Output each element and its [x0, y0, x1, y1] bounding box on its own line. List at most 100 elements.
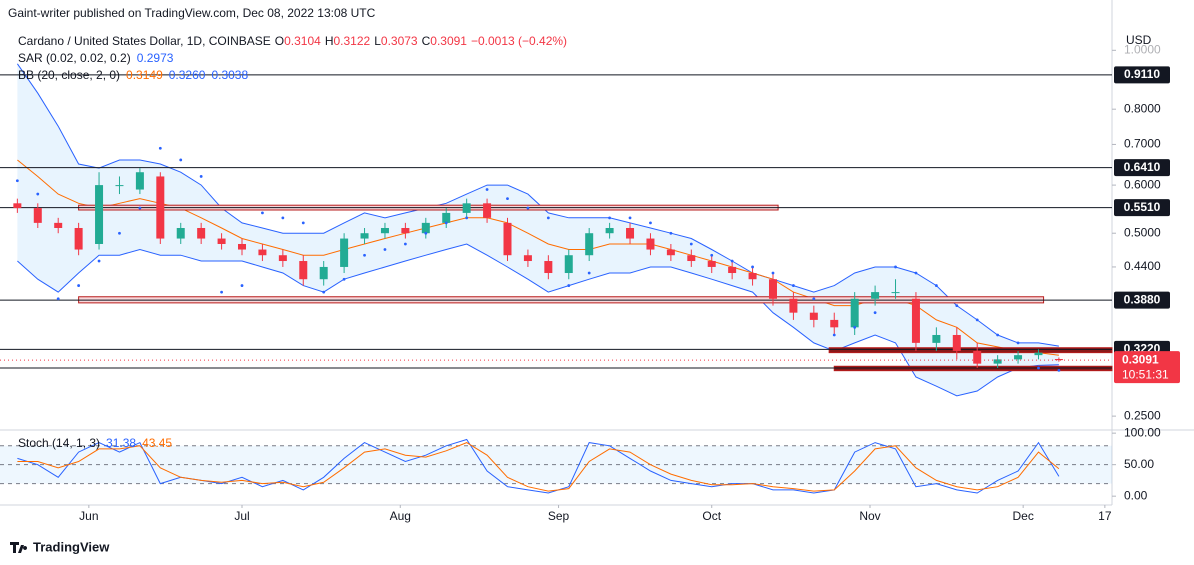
sar-dot [751, 265, 754, 269]
candle-body [871, 292, 880, 299]
bb-legend: BB (20, close, 2, 0) 0.3149 0.3260 0.3038 [18, 68, 248, 82]
candle-body [360, 233, 369, 239]
change-value: −0.0013 (−0.42%) [471, 34, 567, 48]
candle-body [687, 255, 696, 262]
sar-dot [1016, 341, 1020, 345]
candle-body [809, 312, 818, 320]
level-label: 0.3880 [1124, 292, 1161, 306]
sar-dot [118, 231, 121, 235]
sar-dot [812, 297, 816, 301]
candle-body [666, 249, 675, 256]
stoch-line [17, 442, 1060, 492]
sar-dot [322, 290, 326, 294]
currency-label: USD [1126, 33, 1152, 47]
sar-dot [363, 253, 366, 257]
candle-body [605, 227, 614, 234]
sar-dot [261, 211, 264, 215]
candle-body [13, 203, 22, 209]
candle-body [54, 222, 63, 228]
candle-body [1054, 359, 1063, 361]
level-label-box [1114, 159, 1170, 177]
y-tick-label: 0.5000 [1124, 225, 1161, 239]
bb-basis-value: 0.3149 [126, 68, 163, 82]
candle-body [993, 359, 1002, 364]
legend-layer: Gaint-writer published on TradingView.co… [8, 6, 1152, 554]
zone [828, 347, 1113, 354]
candle-body [973, 350, 982, 364]
x-tick-label: Jun [79, 509, 98, 523]
y-tick-label: 100.00 [1124, 425, 1161, 439]
sar-dot [608, 216, 612, 220]
bb-lower-value: 0.3038 [211, 68, 248, 82]
sar-name: SAR (0.02, 0.02, 0.2) [18, 51, 131, 65]
x-tick-label: Jul [234, 509, 249, 523]
publisher-line: Gaint-writer published on TradingView.co… [8, 6, 376, 20]
candle-body [891, 292, 900, 294]
level-label: 0.6410 [1124, 160, 1161, 174]
symbol-title: Cardano / United States Dollar, 1D, COIN… [18, 34, 271, 48]
stoch-d-value: 43.45 [142, 436, 172, 450]
x-tick-label: Oct [702, 509, 721, 523]
stoch-k-value: 31.38 [106, 436, 136, 450]
level-label: 0.5510 [1124, 200, 1161, 214]
candle-body [1034, 352, 1043, 356]
candle-body [340, 238, 349, 267]
candle-body [442, 212, 451, 223]
sar-dot [996, 333, 1000, 337]
sar-dot [138, 206, 142, 210]
last-price-label: 0.3091 [1122, 352, 1159, 366]
candle-body [646, 238, 655, 250]
level-label-box [1114, 291, 1170, 309]
candle-body [850, 298, 859, 328]
last-price-box [1114, 351, 1180, 384]
y-tick-label: 0.4400 [1124, 259, 1161, 273]
x-tick-label: Dec [1012, 509, 1033, 523]
candle-body [217, 238, 226, 244]
bb-lower-line [17, 243, 1059, 397]
stoch-name: Stoch (14, 1, 3) [18, 436, 100, 450]
sar-dot [649, 221, 652, 225]
sar-dot [710, 253, 714, 257]
y-tick-label: 0.7000 [1124, 137, 1161, 151]
sar-legend: SAR (0.02, 0.02, 0.2) 0.2973 [18, 51, 174, 65]
sar-dot [873, 311, 877, 315]
y-tick-label: 0.8000 [1124, 101, 1161, 115]
sar-dot [199, 175, 203, 178]
candle-body [932, 334, 941, 343]
sar-dot [955, 304, 959, 308]
sar-dot [853, 325, 857, 329]
candle-body [523, 255, 532, 262]
sar-dot [669, 231, 673, 235]
candle-body [585, 233, 594, 256]
y-tick-label: 50.00 [1124, 457, 1154, 471]
sar-dot [36, 192, 40, 196]
sar-dot [567, 284, 571, 287]
logo-icon [10, 542, 28, 553]
y-tick-label: 0.6000 [1124, 177, 1161, 191]
sar-dot [281, 216, 285, 220]
open-value: 0.3104 [284, 34, 321, 48]
sar-dot [301, 221, 305, 225]
bb-band [17, 63, 1059, 396]
sar-dot [832, 333, 836, 337]
sar-dot [1057, 369, 1061, 372]
candle-body [768, 279, 777, 299]
candle-body [748, 273, 757, 280]
candle-body [503, 222, 512, 256]
x-tick-label: Sep [548, 509, 570, 523]
level-label-box [1114, 199, 1170, 217]
y-tick-label: 1.0000 [1124, 42, 1161, 56]
candle-body [33, 208, 42, 223]
sar-dot [15, 179, 19, 183]
sar-dot [934, 284, 938, 287]
sar-dot [424, 231, 428, 235]
candle-body [789, 298, 798, 313]
low-label: L [374, 34, 381, 48]
sar-dot [771, 271, 775, 275]
sar-value: 0.2973 [137, 51, 174, 65]
sar-dot [975, 318, 979, 322]
x-tick-label: Nov [859, 509, 880, 523]
sar-dot [383, 248, 387, 251]
candle-body [952, 334, 961, 351]
